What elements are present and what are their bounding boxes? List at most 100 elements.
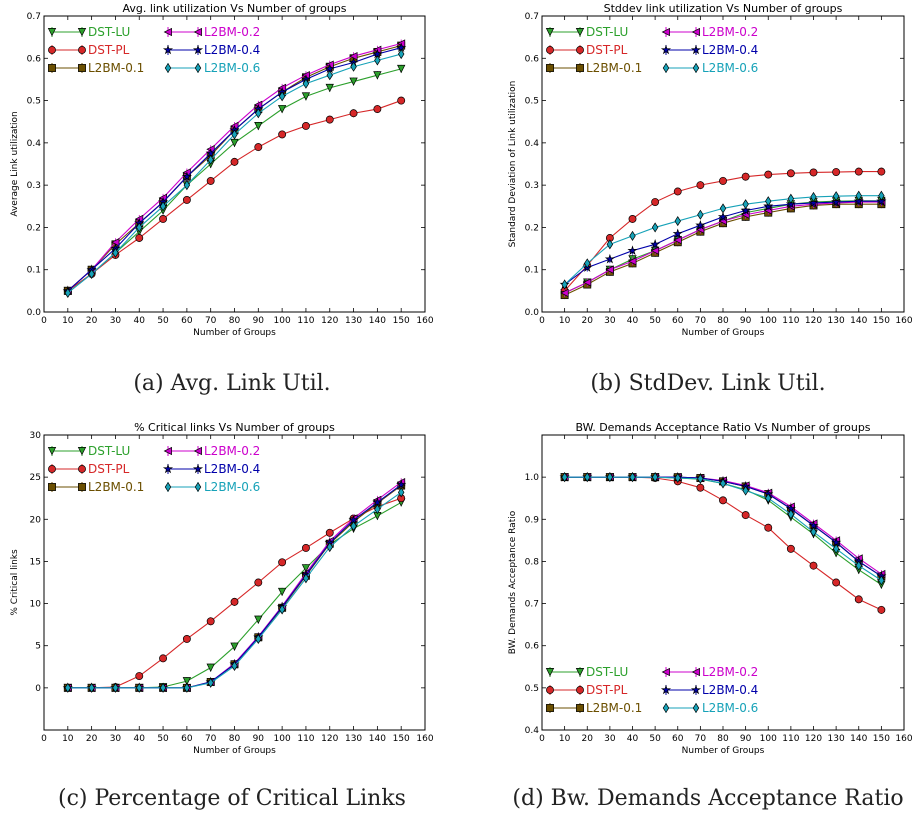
data-point xyxy=(207,154,214,165)
legend-label: L2BM-0.6 xyxy=(204,480,260,494)
x-axis-label: Number of Groups xyxy=(682,746,765,756)
x-tick-label: 50 xyxy=(649,734,661,744)
legend-marker xyxy=(576,686,584,694)
x-tick-label: 0 xyxy=(539,316,545,326)
data-point xyxy=(787,509,795,520)
data-point xyxy=(697,209,704,220)
data-point xyxy=(254,121,263,131)
legend-marker xyxy=(78,64,86,72)
legend-marker xyxy=(48,465,56,473)
y-tick-label: 1.0 xyxy=(525,473,540,483)
y-tick-label: 0.8 xyxy=(525,557,540,567)
y-tick-label: 0.3 xyxy=(525,181,539,191)
legend-label: DST-LU xyxy=(88,25,130,39)
data-point xyxy=(673,235,682,245)
data-point xyxy=(765,493,772,504)
x-tick-label: 140 xyxy=(850,316,867,326)
legend-label: L2BM-0.2 xyxy=(702,665,758,679)
data-point xyxy=(584,258,591,269)
x-tick-label: 10 xyxy=(62,734,74,744)
x-tick-label: 140 xyxy=(850,734,867,744)
legend-marker xyxy=(162,463,174,474)
x-tick-label: 80 xyxy=(717,734,729,744)
data-point xyxy=(397,487,405,498)
data-point xyxy=(561,472,568,483)
data-point xyxy=(786,169,795,178)
x-tick-label: 120 xyxy=(321,734,338,744)
x-tick-label: 140 xyxy=(369,734,386,744)
data-point xyxy=(582,278,592,287)
y-tick-label: 15 xyxy=(30,557,41,567)
data-point xyxy=(325,528,334,537)
figure-caption: (c) Percentage of Critical Links xyxy=(58,786,406,811)
x-tick-label: 100 xyxy=(274,734,291,744)
data-point xyxy=(230,642,239,651)
data-point xyxy=(719,203,727,214)
data-point xyxy=(325,115,334,124)
y-tick-label: 0.7 xyxy=(525,12,539,22)
legend-marker xyxy=(662,62,670,74)
data-point xyxy=(719,176,727,185)
data-point xyxy=(832,543,840,554)
y-tick-label: 0.1 xyxy=(525,266,539,276)
data-point xyxy=(397,49,405,60)
y-tick-label: 0.7 xyxy=(27,12,41,22)
data-point xyxy=(302,573,310,584)
data-point xyxy=(606,239,614,250)
x-tick-label: 20 xyxy=(582,734,594,744)
legend-marker xyxy=(575,28,585,37)
x-tick-label: 120 xyxy=(321,316,338,326)
chart-title: BW. Demands Acceptance Ratio Vs Number o… xyxy=(575,421,870,434)
x-tick-label: 40 xyxy=(134,316,146,326)
legend: DST-LU DST-PL L2BM-0.1 L2BM-0.2 L2BM-0.4 L2BM… xyxy=(545,25,758,75)
legend-marker xyxy=(576,64,584,72)
data-point xyxy=(877,167,886,176)
data-point xyxy=(159,654,168,663)
data-point xyxy=(604,253,615,264)
x-tick-label: 120 xyxy=(805,734,822,744)
legend-marker xyxy=(661,667,670,677)
data-point xyxy=(135,234,144,242)
data-point xyxy=(231,129,238,140)
data-point xyxy=(854,595,863,604)
x-tick-label: 60 xyxy=(672,734,684,744)
y-axis-label: % Critical links xyxy=(10,549,20,616)
legend-label: DST-LU xyxy=(586,665,628,679)
data-point xyxy=(809,168,818,177)
legend-label: L2BM-0.6 xyxy=(702,61,758,75)
legend-marker xyxy=(47,28,57,37)
data-point xyxy=(182,635,191,643)
x-tick-label: 120 xyxy=(805,316,822,326)
x-tick-label: 150 xyxy=(393,316,410,326)
series-l2bm-0-6 xyxy=(64,487,405,693)
x-axis-label: Number of Groups xyxy=(682,328,765,338)
y-tick-label: 0.4 xyxy=(525,139,540,149)
chart-title: Avg. link utilization Vs Number of group… xyxy=(122,2,346,15)
data-point xyxy=(628,257,637,266)
y-tick-label: 20 xyxy=(30,515,42,525)
x-tick-label: 70 xyxy=(205,734,217,744)
data-point xyxy=(741,172,750,181)
legend-label: L2BM-0.2 xyxy=(204,25,260,39)
legend-label: L2BM-0.4 xyxy=(204,43,260,57)
data-point xyxy=(206,176,215,185)
x-tick-label: 90 xyxy=(253,316,265,326)
data-point xyxy=(254,143,263,152)
x-tick-label: 90 xyxy=(253,734,265,744)
data-point xyxy=(877,605,886,614)
data-point xyxy=(230,157,239,166)
x-tick-label: 30 xyxy=(604,316,616,326)
data-point xyxy=(808,197,819,208)
data-point xyxy=(374,504,381,515)
y-tick-label: 0.9 xyxy=(525,515,540,525)
chart-d: BW. Demands Acceptance Ratio Vs Number o… xyxy=(508,421,913,756)
data-point xyxy=(136,682,143,693)
legend-marker xyxy=(48,483,56,491)
x-tick-label: 140 xyxy=(369,316,386,326)
x-tick-label: 60 xyxy=(672,316,684,326)
x-tick-label: 50 xyxy=(157,316,169,326)
data-point xyxy=(605,265,614,274)
x-tick-label: 110 xyxy=(782,734,799,744)
data-point xyxy=(349,77,358,86)
data-point xyxy=(278,604,286,615)
